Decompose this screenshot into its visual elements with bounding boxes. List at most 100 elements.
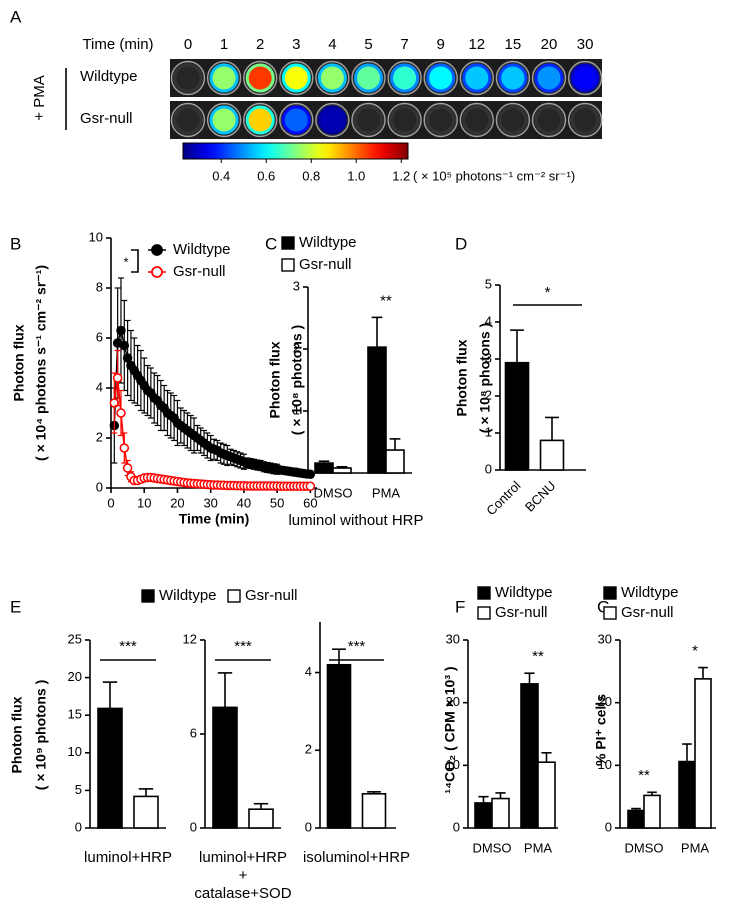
time-label: 4 [328,36,336,53]
y-tick-label: 6 [190,725,197,740]
y-tick-label: 4 [485,313,492,328]
legend-swatch [281,236,295,250]
y-tick-label: 10 [598,757,612,772]
legend-label: Wildtype [159,587,217,604]
x-tick-label: 60 [303,495,317,510]
y-tick-label: 4 [96,379,103,394]
y-tick-label: 30 [598,631,612,646]
y-axis-label: Photon flux [267,341,283,418]
x-tick-label: BCNU [522,478,559,515]
panel-letter: D [455,234,467,253]
marker [119,340,130,351]
y-tick-label: 5 [485,276,492,291]
bar [537,761,556,829]
bar [367,346,387,474]
well-signal [498,63,528,93]
legend-swatch [603,606,617,620]
marker [305,481,316,491]
y-tick-label: 8 [96,279,103,294]
legend-swatch [227,589,241,603]
significance: *** [234,638,252,655]
y-tick-label: 30 [446,631,460,646]
error-bar [647,791,657,796]
legend-marker [151,266,163,278]
marker [112,373,123,383]
y-tick-label: 4 [305,664,312,679]
well-signal [209,105,239,135]
marker [119,443,130,453]
error-bar [217,672,233,708]
x-axis-label: isoluminol+HRP [303,849,410,866]
x-tick-label: PMA [372,485,401,500]
error-bar [698,666,708,679]
bar [504,361,530,471]
y-tick-label: 10 [89,229,103,244]
x-tick-label: Control [483,478,523,518]
error-bar [478,795,489,803]
marker [116,325,126,336]
bar [361,792,387,829]
colorbar-tick-label: 1.2 [392,168,410,183]
legend-label: Wildtype [173,241,231,258]
x-axis-label: Time (min) [179,511,250,527]
significance: *** [348,638,366,655]
y-tick-label: 25 [68,631,82,646]
y-tick-label: 10 [446,757,460,772]
bar [520,683,539,829]
y-axis-label: ( × 10⁸ photons ) [289,325,305,435]
error-bar [102,681,118,709]
x-tick-label: 40 [237,495,251,510]
y-axis-label: Photon flux [11,324,27,401]
bar [491,797,510,829]
well-signal [390,105,420,135]
y-tick-label: 2 [96,429,103,444]
time-label: 3 [292,36,300,53]
error-bar [138,788,154,797]
legend-swatch [477,606,491,620]
time-label: 5 [364,36,372,53]
y-tick-label: 2 [485,387,492,402]
row-label: Gsr-null [80,110,133,127]
time-label: 30 [577,36,594,53]
error-bar [389,438,401,451]
well-signal [462,63,492,93]
legend-label: Wildtype [495,584,553,601]
y-tick-label: 20 [68,669,82,684]
legend-label: Wildtype [621,584,679,601]
well-signal [245,63,275,93]
x-tick-label: 20 [170,495,184,510]
x-axis-label: + [239,867,248,884]
bar [474,802,493,829]
panel-letter: F [455,597,465,616]
well-signal [498,105,528,135]
panel-letter: E [10,597,21,616]
time-label: 15 [505,36,522,53]
marker [122,353,133,363]
y-tick-label: 0 [75,819,82,834]
y-tick-label: 1 [485,424,492,439]
time-label: 7 [400,36,408,53]
well-signal [570,63,600,93]
bar [332,467,352,474]
well-signal [173,105,203,135]
bar [539,439,565,471]
well-signal [281,63,311,93]
bar [212,706,238,829]
y-tick-label: 0 [485,461,492,476]
well-signal [317,105,347,135]
y-tick-label: 0 [305,819,312,834]
bar [694,678,712,829]
well-signal [317,63,347,93]
panel-letter: B [10,234,21,253]
x-tick-label: 50 [270,495,284,510]
y-tick-label: 2 [293,340,300,355]
well-signal [245,105,275,135]
y-axis-label: Photon flux [9,696,25,773]
x-tick-label: 30 [203,495,217,510]
well-signal [390,63,420,93]
colorbar [182,142,409,160]
legend-label: Wildtype [299,234,357,251]
panel-letter: C [265,234,277,253]
legend-label: Gsr-null [173,263,226,280]
error-bar [631,807,641,811]
